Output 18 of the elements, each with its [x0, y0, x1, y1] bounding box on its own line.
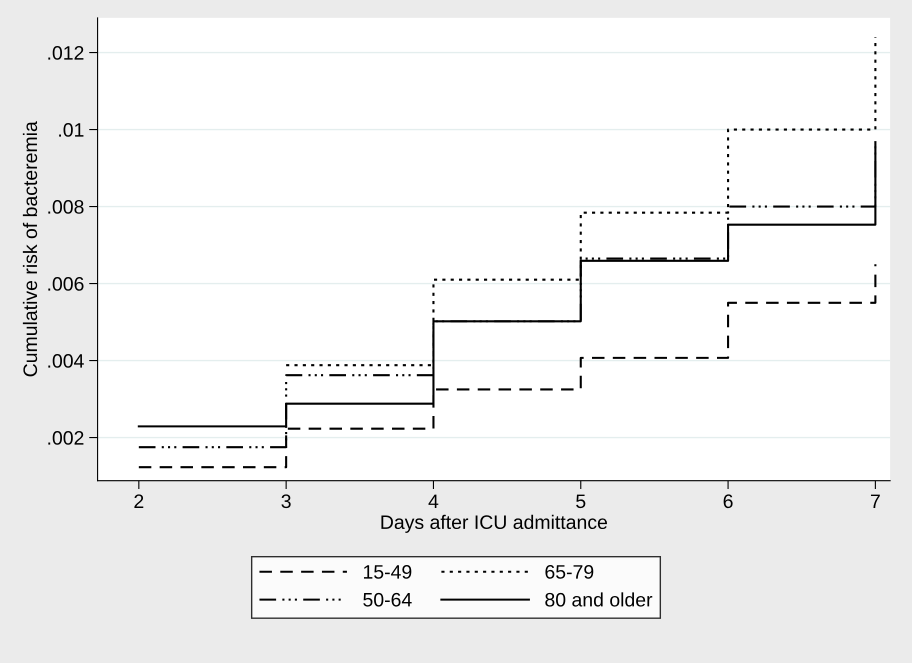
y-axis-title: Cumulative risk of bacteremia: [22, 121, 38, 376]
x-tick-label: 4: [428, 494, 438, 508]
x-tick-label: 7: [870, 494, 880, 508]
legend-label: 80 and older: [545, 592, 652, 607]
legend-label: 15-49: [364, 564, 412, 579]
legend-label: 50-64: [363, 592, 412, 607]
y-tick-label: .01: [59, 123, 84, 137]
y-tick-label: .002: [48, 431, 84, 445]
y-tick-label: .004: [48, 354, 84, 368]
y-tick-label: .006: [48, 277, 84, 291]
y-tick-label: .012: [48, 46, 84, 60]
x-tick-label: 6: [724, 494, 733, 508]
legend-label: 65-79: [545, 564, 594, 579]
x-axis-title: Days after ICU admittance: [381, 514, 607, 533]
x-tick-label: 2: [134, 494, 144, 508]
x-tick-label: 3: [281, 494, 291, 508]
y-tick-label: .008: [48, 200, 84, 214]
x-tick-label: 5: [576, 494, 586, 508]
